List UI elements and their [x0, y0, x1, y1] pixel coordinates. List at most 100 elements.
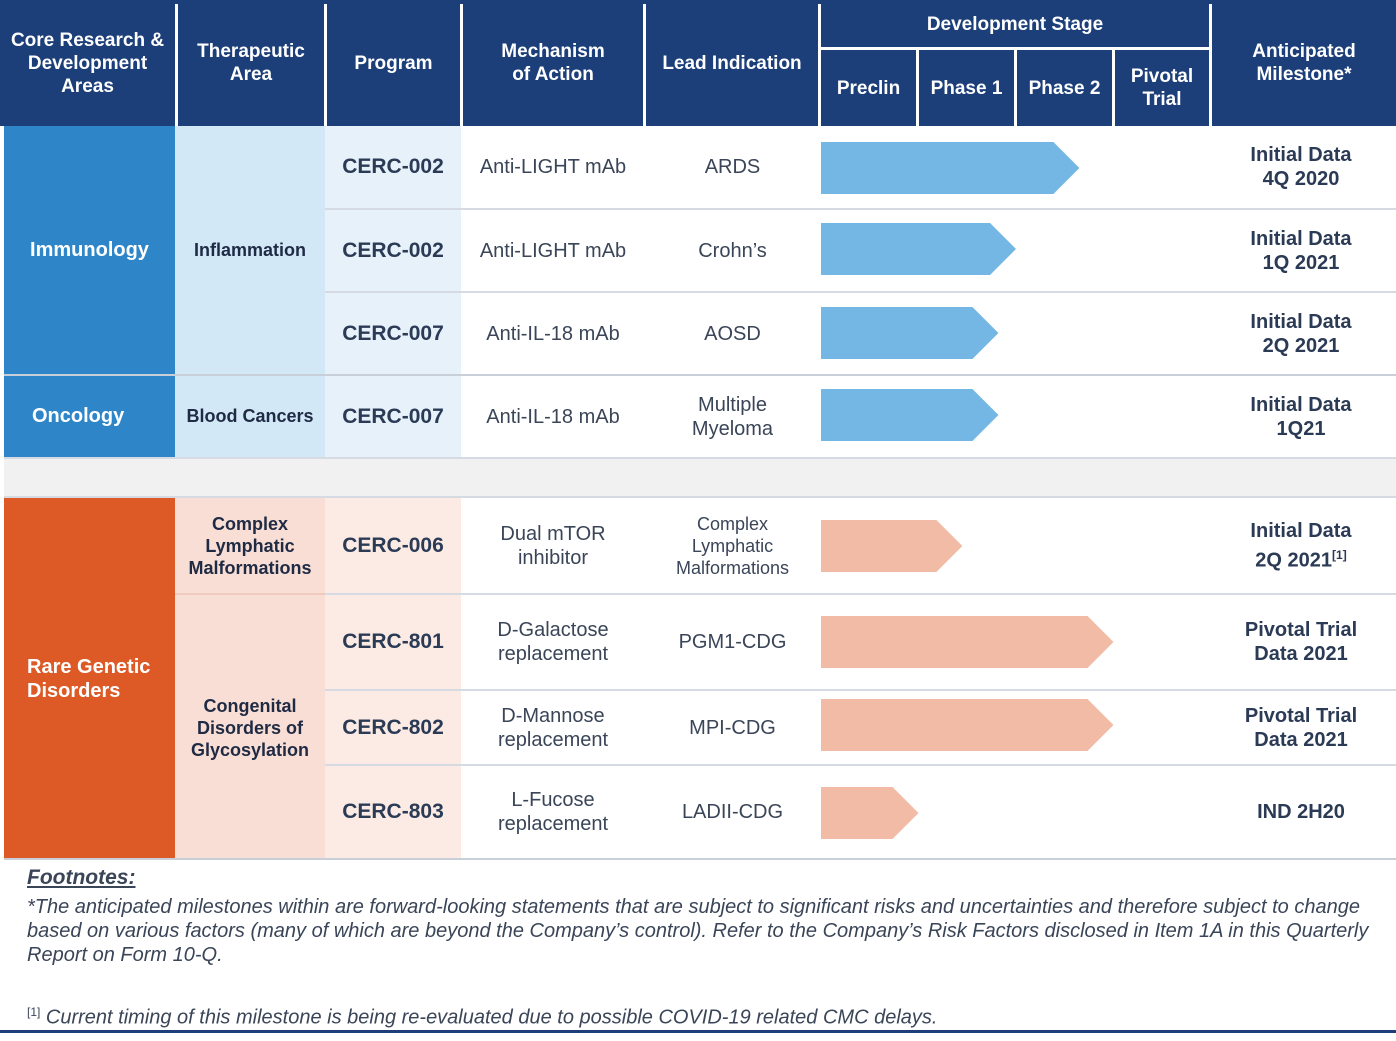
footnote-covid-text: Current timing of this milestone is bein…: [45, 1006, 938, 1029]
milestone-line2: Data 2021: [1254, 728, 1348, 751]
therapeutic-blood-cancers: Blood Cancers: [175, 376, 325, 457]
milestone-line2: Data 2021: [1254, 643, 1348, 665]
header-divider: [1209, 4, 1212, 126]
progress-arrow-shape: [821, 699, 1114, 751]
progress-arrow: [821, 142, 1080, 194]
header-program: Program: [327, 0, 460, 126]
program-cell: CERC-007: [325, 293, 461, 374]
row-separator: [4, 374, 1396, 376]
therapeutic-cdg: Congenital Disorders of Glycosylation: [175, 595, 325, 860]
mechanism-cell: L-Fucose replacement: [497, 789, 609, 835]
progress-arrow: [821, 520, 963, 572]
indication-cell: PGM1-CDG: [678, 631, 787, 653]
header-divider: [916, 50, 919, 126]
milestone-line2: 4Q 2020: [1262, 168, 1340, 190]
indication-cell: Multiple Myeloma: [691, 393, 774, 440]
footnotes-title: Footnotes:: [27, 866, 136, 889]
mechanism-cell: Anti-LIGHT mAb: [479, 239, 627, 262]
stage-pivotal: Pivotal Trial: [1115, 50, 1209, 126]
mechanism-cell: Anti-IL-18 mAb: [486, 322, 620, 345]
progress-arrow-shape: [821, 307, 999, 359]
milestone-line1: Initial Data: [1250, 393, 1352, 416]
program-cell: CERC-002: [325, 126, 461, 208]
milestone-line1: Pivotal Trial: [1244, 704, 1358, 727]
indication-cell: AOSD: [704, 322, 761, 345]
header-therapeutic: Therapeutic Area: [178, 0, 324, 126]
progress-arrow: [821, 616, 1114, 668]
milestone-line2: 1Q 2021: [1262, 251, 1340, 274]
progress-arrow-shape: [821, 616, 1114, 668]
indication-cell: LADII-CDG: [681, 801, 784, 823]
program-cell: CERC-802: [325, 691, 461, 764]
header-divider: [643, 4, 646, 126]
footnotes-box: Footnotes: *The anticipated milestones w…: [0, 860, 1396, 1033]
milestone-line1: Initial Data: [1250, 519, 1352, 542]
progress-arrow: [821, 223, 1016, 275]
milestone-cell: Initial Data 4Q 2020: [1210, 126, 1392, 208]
milestone-line2: 1Q21: [1276, 417, 1326, 440]
indication-cell: Crohn’s: [698, 239, 767, 262]
milestone-line1: Initial Data: [1250, 227, 1352, 250]
mechanism-cell: Dual mTOR inhibitor: [500, 522, 606, 569]
indication-cell: MPI-CDG: [689, 716, 776, 739]
progress-arrow: [821, 787, 919, 839]
progress-arrow-shape: [821, 389, 999, 441]
therapeutic-divider: [175, 593, 325, 595]
header-divider: [1014, 50, 1017, 126]
footnote-milestones: *The anticipated milestones within are f…: [27, 896, 1369, 966]
indication-cell: ARDS: [704, 156, 761, 178]
header-divider: [821, 47, 1209, 50]
footnote-marker: [1]: [27, 1005, 41, 1019]
stage-phase1: Phase 1: [919, 50, 1014, 126]
progress-arrow-shape: [821, 223, 1016, 275]
milestone-cell: IND 2H20: [1210, 766, 1392, 858]
milestone-cell: Pivotal Trial Data 2021: [1210, 595, 1392, 689]
progress-arrow: [821, 307, 999, 359]
header-milestone: Anticipated Milestone*: [1212, 0, 1396, 126]
milestone-footnote-ref: [1]: [1332, 547, 1347, 562]
row-separator: [325, 208, 1396, 210]
milestone-cell: Initial Data 1Q21: [1210, 376, 1392, 457]
therapeutic-clm: Complex Lymphatic Malformations: [175, 498, 325, 594]
header-indication: Lead Indication: [646, 0, 818, 126]
program-cell: CERC-007: [325, 376, 461, 457]
progress-arrow: [821, 699, 1114, 751]
header-divider: [460, 4, 463, 126]
milestone-line1: Pivotal Trial: [1244, 619, 1358, 641]
area-immunology: Immunology: [4, 126, 175, 375]
footnote-covid: [1] Current timing of this milestone is …: [27, 1000, 1377, 1030]
header-dev-stage: Development Stage: [821, 0, 1209, 48]
milestone-cell: Initial Data 2Q 2021: [1210, 293, 1392, 374]
milestone-cell: Pivotal Trial Data 2021: [1210, 691, 1392, 764]
indication-cell: Complex Lymphatic Malformations: [675, 513, 790, 578]
header-mechanism: Mechanism of Action: [463, 0, 643, 126]
header-divider: [324, 4, 327, 126]
header-divider: [175, 4, 178, 126]
row-separator: [325, 593, 1396, 595]
mechanism-cell: D-Mannose replacement: [497, 704, 609, 751]
row-separator: [325, 291, 1396, 293]
header-area: Core Research & Development Areas: [0, 0, 175, 126]
progress-arrow-shape: [821, 520, 963, 572]
mechanism-cell: D-Galactose replacement: [497, 619, 609, 665]
milestone-cell: Initial Data 2Q 2021[1]: [1210, 498, 1392, 593]
milestone-cell: Initial Data 1Q 2021: [1210, 210, 1392, 291]
mechanism-cell: Anti-IL-18 mAb: [486, 405, 620, 428]
progress-arrow: [821, 389, 999, 441]
progress-arrow-shape: [821, 142, 1080, 194]
program-cell: CERC-006: [325, 498, 461, 593]
milestone-line2: 2Q 2021: [1262, 334, 1340, 357]
therapeutic-inflammation: Inflammation: [175, 126, 325, 375]
progress-arrow-shape: [821, 787, 919, 839]
milestone-line1: Initial Data: [1250, 310, 1352, 333]
spacer-band: [4, 457, 1396, 498]
area-oncology: Oncology: [4, 376, 175, 457]
row-separator: [4, 858, 1396, 860]
stage-preclin: Preclin: [821, 50, 916, 126]
program-cell: CERC-803: [325, 766, 461, 858]
row-separator: [325, 689, 1396, 691]
milestone-line2: 2Q 2021[1]: [1255, 547, 1347, 572]
milestone-line1: Initial Data: [1250, 144, 1352, 166]
milestone-line1: IND 2H20: [1257, 801, 1345, 823]
area-rare-genetic: Rare Genetic Disorders: [4, 498, 175, 860]
